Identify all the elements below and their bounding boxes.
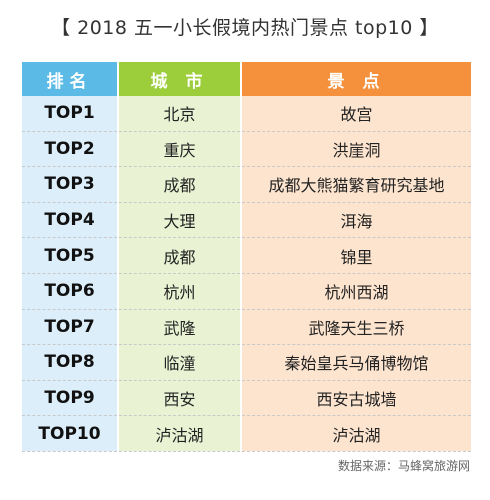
city-cell: 武隆 bbox=[118, 309, 242, 346]
table-row: TOP10 泸沽湖 泸沽湖 bbox=[22, 415, 471, 452]
rank-cell: TOP8 bbox=[22, 344, 119, 381]
city-cell: 成都 bbox=[118, 237, 242, 274]
table-row: TOP5 成都 锦里 bbox=[22, 237, 471, 274]
column-header-city: 城 市 bbox=[118, 62, 242, 96]
city-cell: 临潼 bbox=[118, 344, 242, 381]
column-header-spot: 景 点 bbox=[241, 62, 471, 96]
table-row: TOP7 武隆 武隆天生三桥 bbox=[22, 309, 471, 346]
column-header-rank: 排名 bbox=[22, 62, 119, 96]
rank-cell: TOP4 bbox=[22, 202, 119, 239]
rank-cell: TOP1 bbox=[22, 96, 119, 132]
spot-cell: 杭州西湖 bbox=[241, 273, 471, 310]
ranking-table: 排名 城 市 景 点 TOP1 北京 故宫 TOP2 重庆 洪崖洞 TOP3 成都 成都大熊猫繁… bbox=[22, 62, 471, 452]
spot-cell: 洪崖洞 bbox=[241, 131, 471, 168]
table-row: TOP1 北京 故宫 bbox=[22, 96, 471, 132]
table-row: TOP8 临潼 秦始皇兵马俑博物馆 bbox=[22, 344, 471, 381]
table-header-row: 排名 城 市 景 点 bbox=[22, 62, 471, 96]
city-cell: 杭州 bbox=[118, 273, 242, 310]
rank-cell: TOP6 bbox=[22, 273, 119, 310]
city-cell: 成都 bbox=[118, 166, 242, 203]
table-body: TOP1 北京 故宫 TOP2 重庆 洪崖洞 TOP3 成都 成都大熊猫繁育研究基地 TOP4 大理… bbox=[22, 96, 471, 452]
city-cell: 西安 bbox=[118, 380, 242, 417]
page-title: 【 2018 五一小长假境内热门景点 top10 】 bbox=[51, 17, 439, 39]
table-row: TOP9 西安 西安古城墙 bbox=[22, 380, 471, 417]
spot-cell: 故宫 bbox=[241, 96, 471, 132]
spot-cell: 西安古城墙 bbox=[241, 380, 471, 417]
rank-cell: TOP9 bbox=[22, 380, 119, 417]
city-cell: 北京 bbox=[118, 96, 242, 132]
spot-cell: 泸沽湖 bbox=[241, 415, 471, 452]
table-row: TOP4 大理 洱海 bbox=[22, 202, 471, 239]
table-row: TOP2 重庆 洪崖洞 bbox=[22, 131, 471, 168]
data-source-note: 数据来源：马蜂窝旅游网 bbox=[337, 459, 470, 473]
city-cell: 大理 bbox=[118, 202, 242, 239]
rank-cell: TOP5 bbox=[22, 237, 119, 274]
rank-cell: TOP2 bbox=[22, 131, 119, 168]
spot-cell: 锦里 bbox=[241, 237, 471, 274]
spot-cell: 秦始皇兵马俑博物馆 bbox=[241, 344, 471, 381]
table-row: TOP6 杭州 杭州西湖 bbox=[22, 273, 471, 310]
table-row: TOP3 成都 成都大熊猫繁育研究基地 bbox=[22, 166, 471, 203]
spot-cell: 成都大熊猫繁育研究基地 bbox=[241, 166, 471, 203]
rank-cell: TOP3 bbox=[22, 166, 119, 203]
city-cell: 泸沽湖 bbox=[118, 415, 242, 452]
rank-cell: TOP10 bbox=[22, 415, 119, 452]
rank-cell: TOP7 bbox=[22, 309, 119, 346]
spot-cell: 武隆天生三桥 bbox=[241, 309, 471, 346]
city-cell: 重庆 bbox=[118, 131, 242, 168]
spot-cell: 洱海 bbox=[241, 202, 471, 239]
